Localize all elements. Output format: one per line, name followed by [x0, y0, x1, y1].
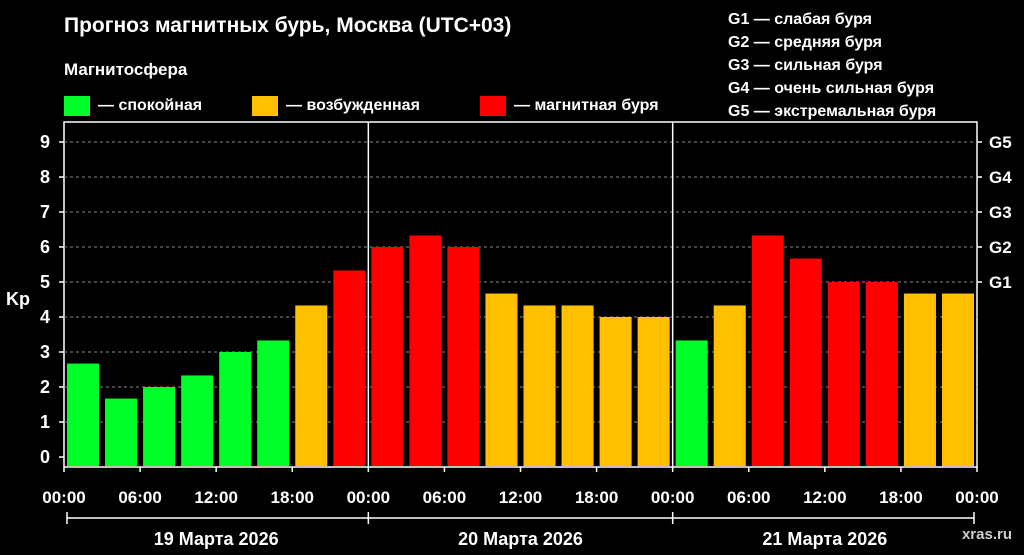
kp-bar: [143, 387, 176, 466]
x-tick-label: 06:00: [727, 488, 770, 507]
x-tick-label: 06:00: [423, 488, 466, 507]
legend-swatch-active: [252, 96, 278, 116]
y-tick-label: 9: [40, 132, 50, 152]
kp-bar: [561, 305, 594, 466]
y-tick-label: 4: [40, 307, 50, 327]
g-scale-g3: G3 — сильная буря: [728, 57, 883, 74]
x-tick-label: 12:00: [499, 488, 542, 507]
kp-bar: [485, 293, 518, 466]
y-tick-label: 3: [40, 342, 50, 362]
g-tick-label: G1: [989, 273, 1012, 292]
y-tick-label: 5: [40, 272, 50, 292]
x-tick-label: 06:00: [118, 488, 161, 507]
kp-bar: [219, 352, 252, 466]
x-tick-label: 18:00: [879, 488, 922, 507]
x-tick-label: 12:00: [803, 488, 846, 507]
legend-label-active: — возбужденная: [286, 97, 420, 114]
kp-bar: [675, 340, 708, 466]
kp-bar: [599, 317, 632, 466]
x-tick-label: 00:00: [955, 488, 998, 507]
legend-label-quiet: — спокойная: [98, 97, 203, 114]
kp-bar: [637, 317, 670, 466]
legend-item-active: — возбужденная: [252, 95, 420, 117]
g-scale-g2: G2 — средняя буря: [728, 34, 882, 51]
y-tick-label: 6: [40, 237, 50, 257]
kp-bar: [903, 293, 936, 466]
g-tick-label: G5: [989, 133, 1012, 152]
kp-bar: [941, 293, 974, 466]
g-scale-g4: G4 — очень сильная буря: [728, 80, 935, 97]
legend-swatch-quiet: [64, 96, 90, 116]
kp-bar: [713, 305, 746, 466]
day-label: 21 Марта 2026: [762, 529, 887, 549]
legend-title: Магнитосфера: [64, 60, 188, 79]
kp-bar: [865, 282, 898, 466]
g-scale-legend: G1 — слабая буря G2 — средняя буря G3 — …: [728, 8, 1018, 123]
kp-bar: [295, 305, 328, 466]
y-tick-label: 7: [40, 202, 50, 222]
day-label: 19 Марта 2026: [154, 529, 279, 549]
g-scale-g1: G1 — слабая буря: [728, 11, 873, 28]
legend-item-storm: — магнитная буря: [480, 95, 659, 117]
g-tick-label: G4: [989, 168, 1012, 187]
watermark: xras.ru: [961, 526, 1012, 543]
kp-bar: [105, 398, 138, 466]
x-tick-label: 18:00: [575, 488, 618, 507]
legend-swatch-storm: [480, 96, 506, 116]
legend-item-quiet: — спокойная: [64, 95, 202, 117]
kp-bar: [333, 270, 366, 466]
g-tick-label: G3: [989, 203, 1012, 222]
day-label: 20 Марта 2026: [458, 529, 583, 549]
kp-bar: [409, 235, 442, 466]
x-tick-label: 00:00: [651, 488, 694, 507]
kp-bar: [447, 247, 480, 466]
x-tick-label: 12:00: [194, 488, 237, 507]
legend-label-storm: — магнитная буря: [514, 97, 659, 114]
x-tick-label: 00:00: [347, 488, 390, 507]
y-tick-label: 2: [40, 377, 50, 397]
kp-bar: [181, 375, 214, 466]
kp-bar: [789, 258, 822, 466]
g-tick-label: G2: [989, 238, 1012, 257]
kp-bar: [257, 340, 290, 466]
g-scale-g5: G5 — экстремальная буря: [728, 103, 937, 120]
y-axis-label: Kp: [6, 289, 30, 309]
y-tick-label: 1: [40, 412, 50, 432]
kp-bar: [523, 305, 556, 466]
kp-bar: [751, 235, 784, 466]
kp-bar: [67, 363, 100, 466]
kp-bar: [371, 247, 404, 466]
x-tick-label: 00:00: [42, 488, 85, 507]
kp-bar: [827, 282, 860, 466]
x-tick-label: 18:00: [271, 488, 314, 507]
y-tick-label: 8: [40, 167, 50, 187]
y-tick-label: 0: [40, 447, 50, 467]
chart-title: Прогноз магнитных бурь, Москва (UTC+03): [64, 14, 512, 37]
